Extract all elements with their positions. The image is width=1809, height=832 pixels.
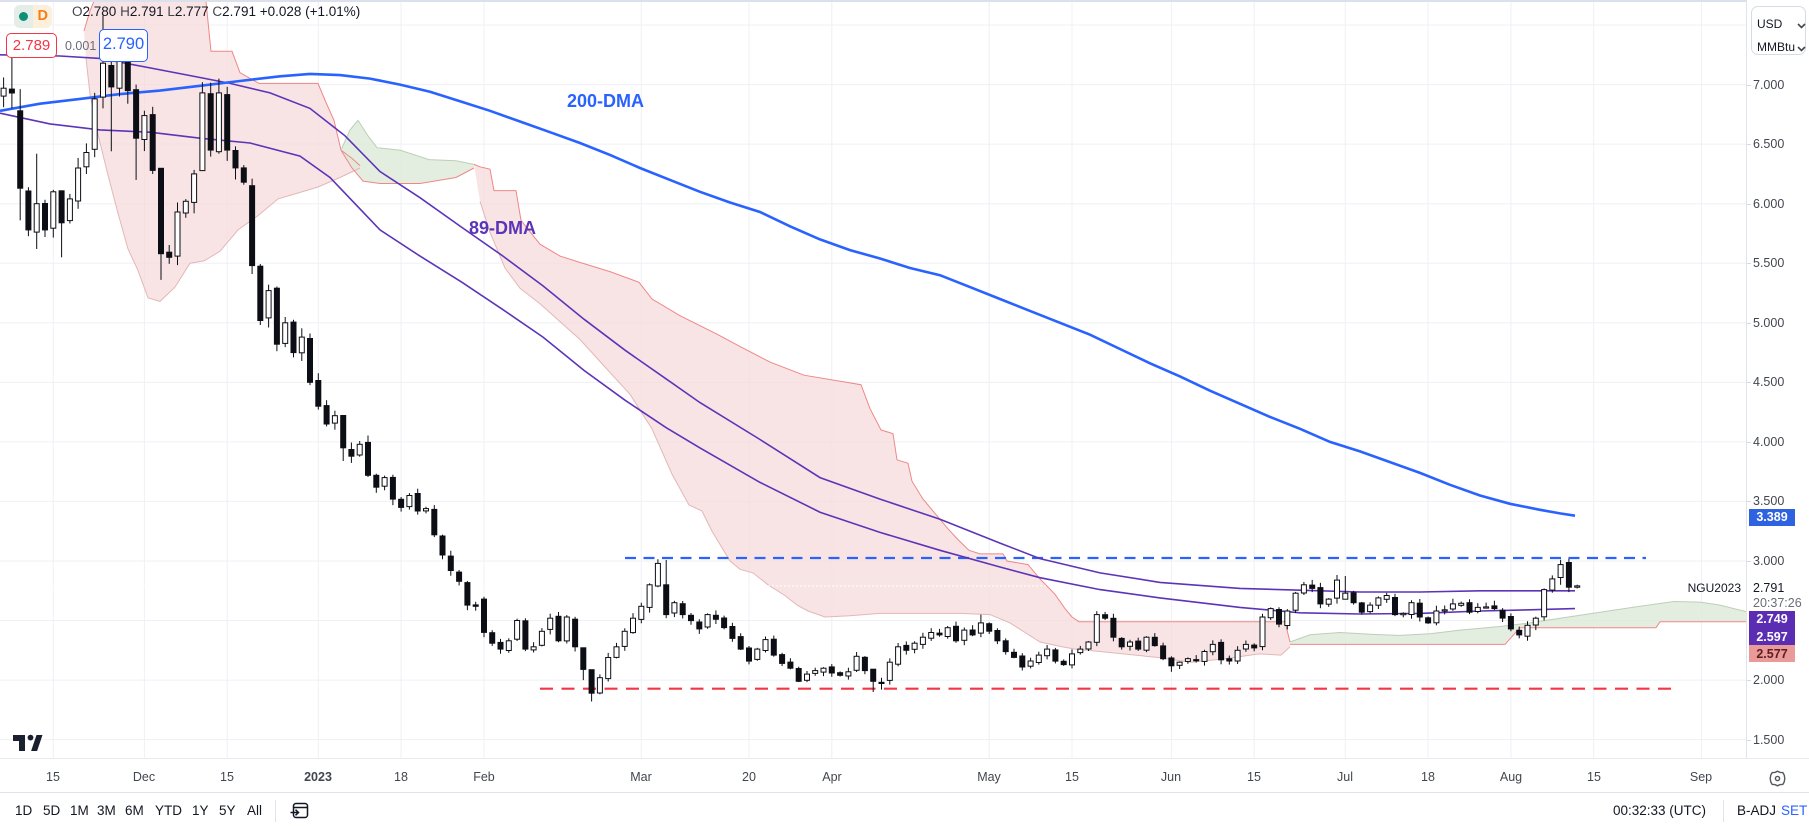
svg-text:89-DMA: 89-DMA (469, 218, 536, 238)
svg-text:NGU2023: NGU2023 (1688, 581, 1742, 595)
svg-text:200-DMA: 200-DMA (567, 91, 644, 111)
